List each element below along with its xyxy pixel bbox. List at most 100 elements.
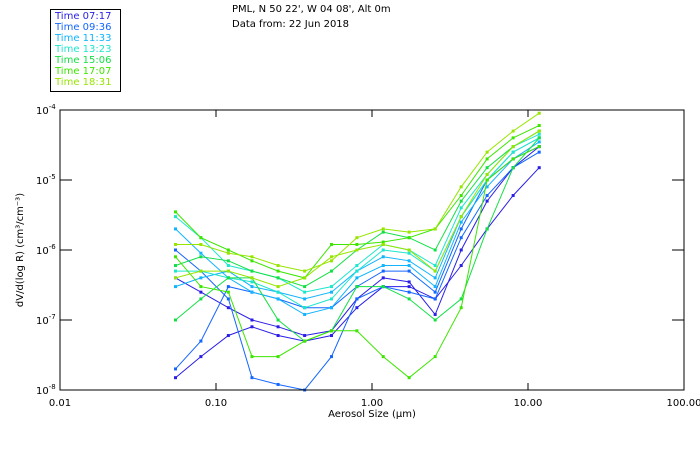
data-point — [173, 215, 177, 219]
data-point — [381, 227, 385, 231]
data-point — [433, 297, 437, 301]
data-point — [173, 248, 177, 252]
axes-frame — [59, 109, 685, 391]
x-tick-label: 1.00 — [361, 398, 383, 409]
data-point — [381, 240, 385, 244]
data-point — [511, 150, 515, 154]
data-point — [355, 264, 359, 268]
data-point — [303, 290, 307, 294]
data-point — [329, 259, 333, 263]
data-point — [511, 194, 515, 198]
chart-title: PML, N 50 22', W 04 08', Alt 0m — [232, 4, 391, 15]
data-point — [329, 290, 333, 294]
data-point — [459, 199, 463, 203]
data-point — [199, 255, 203, 259]
data-point — [226, 251, 230, 255]
data-point — [485, 178, 489, 182]
data-point — [433, 318, 437, 322]
series-1831 — [173, 129, 541, 289]
data-point — [485, 194, 489, 198]
data-point — [407, 297, 411, 301]
data-point — [173, 285, 177, 289]
series-line — [175, 130, 540, 288]
x-axis-label: Aerosol Size (μm) — [328, 409, 416, 420]
data-point — [537, 132, 541, 136]
series-line — [175, 137, 540, 309]
data-point — [407, 251, 411, 255]
data-point — [303, 297, 307, 301]
data-point — [329, 255, 333, 259]
data-point — [226, 290, 230, 294]
data-point — [355, 269, 359, 273]
data-point — [226, 334, 230, 338]
data-point — [276, 325, 280, 329]
data-point — [485, 166, 489, 170]
data-point — [407, 248, 411, 252]
data-point — [199, 297, 203, 301]
data-point — [407, 269, 411, 273]
data-point — [537, 124, 541, 128]
data-point — [485, 157, 489, 161]
data-point — [433, 264, 437, 268]
data-point — [276, 276, 280, 280]
data-point — [485, 185, 489, 189]
legend-entry: Time 09:36 — [55, 22, 112, 33]
data-point — [173, 318, 177, 322]
data-point — [459, 264, 463, 268]
data-point — [303, 312, 307, 316]
data-point — [199, 290, 203, 294]
data-point — [303, 269, 307, 273]
data-point — [276, 318, 280, 322]
series-1323 — [173, 132, 541, 294]
data-point — [250, 269, 254, 273]
data-point — [433, 248, 437, 252]
data-point — [537, 145, 541, 149]
series-line — [175, 130, 540, 288]
data-point — [329, 329, 333, 333]
legend: Time 07:17 Time 09:36 Time 11:33 Time 13:23… — [50, 9, 121, 92]
data-point — [485, 199, 489, 203]
y-tick-label: 10-8 — [36, 383, 56, 397]
data-point — [250, 318, 254, 322]
data-point — [485, 172, 489, 176]
data-point — [329, 334, 333, 338]
data-point — [226, 285, 230, 289]
data-point — [459, 206, 463, 210]
y-tick-label: 10-4 — [36, 103, 56, 117]
data-point — [407, 236, 411, 240]
data-point — [199, 276, 203, 280]
data-point — [276, 269, 280, 273]
data-point — [537, 150, 541, 154]
data-point — [407, 264, 411, 268]
data-point — [199, 236, 203, 240]
data-point — [329, 355, 333, 359]
data-point — [381, 355, 385, 359]
legend-entry: Time 18:31 — [55, 77, 112, 88]
data-point — [355, 248, 359, 252]
data-point — [250, 325, 254, 329]
data-point — [199, 251, 203, 255]
data-point — [250, 285, 254, 289]
data-point — [226, 276, 230, 280]
data-point — [459, 194, 463, 198]
data-point — [355, 306, 359, 310]
data-point — [381, 248, 385, 252]
data-point — [250, 355, 254, 359]
data-point — [537, 166, 541, 170]
data-point — [329, 297, 333, 301]
data-point — [433, 276, 437, 280]
data-point — [511, 166, 515, 170]
data-point — [537, 111, 541, 115]
data-point — [511, 136, 515, 140]
data-point — [381, 242, 385, 246]
y-axis-label: dV/d(log R) (cm³/cm⁻³) — [15, 193, 26, 307]
data-point — [329, 269, 333, 273]
data-point — [173, 227, 177, 231]
data-point — [511, 129, 515, 133]
legend-entry: Time 13:23 — [55, 44, 112, 55]
data-point — [250, 276, 254, 280]
data-point — [433, 285, 437, 289]
data-point — [485, 150, 489, 154]
data-point — [433, 227, 437, 231]
